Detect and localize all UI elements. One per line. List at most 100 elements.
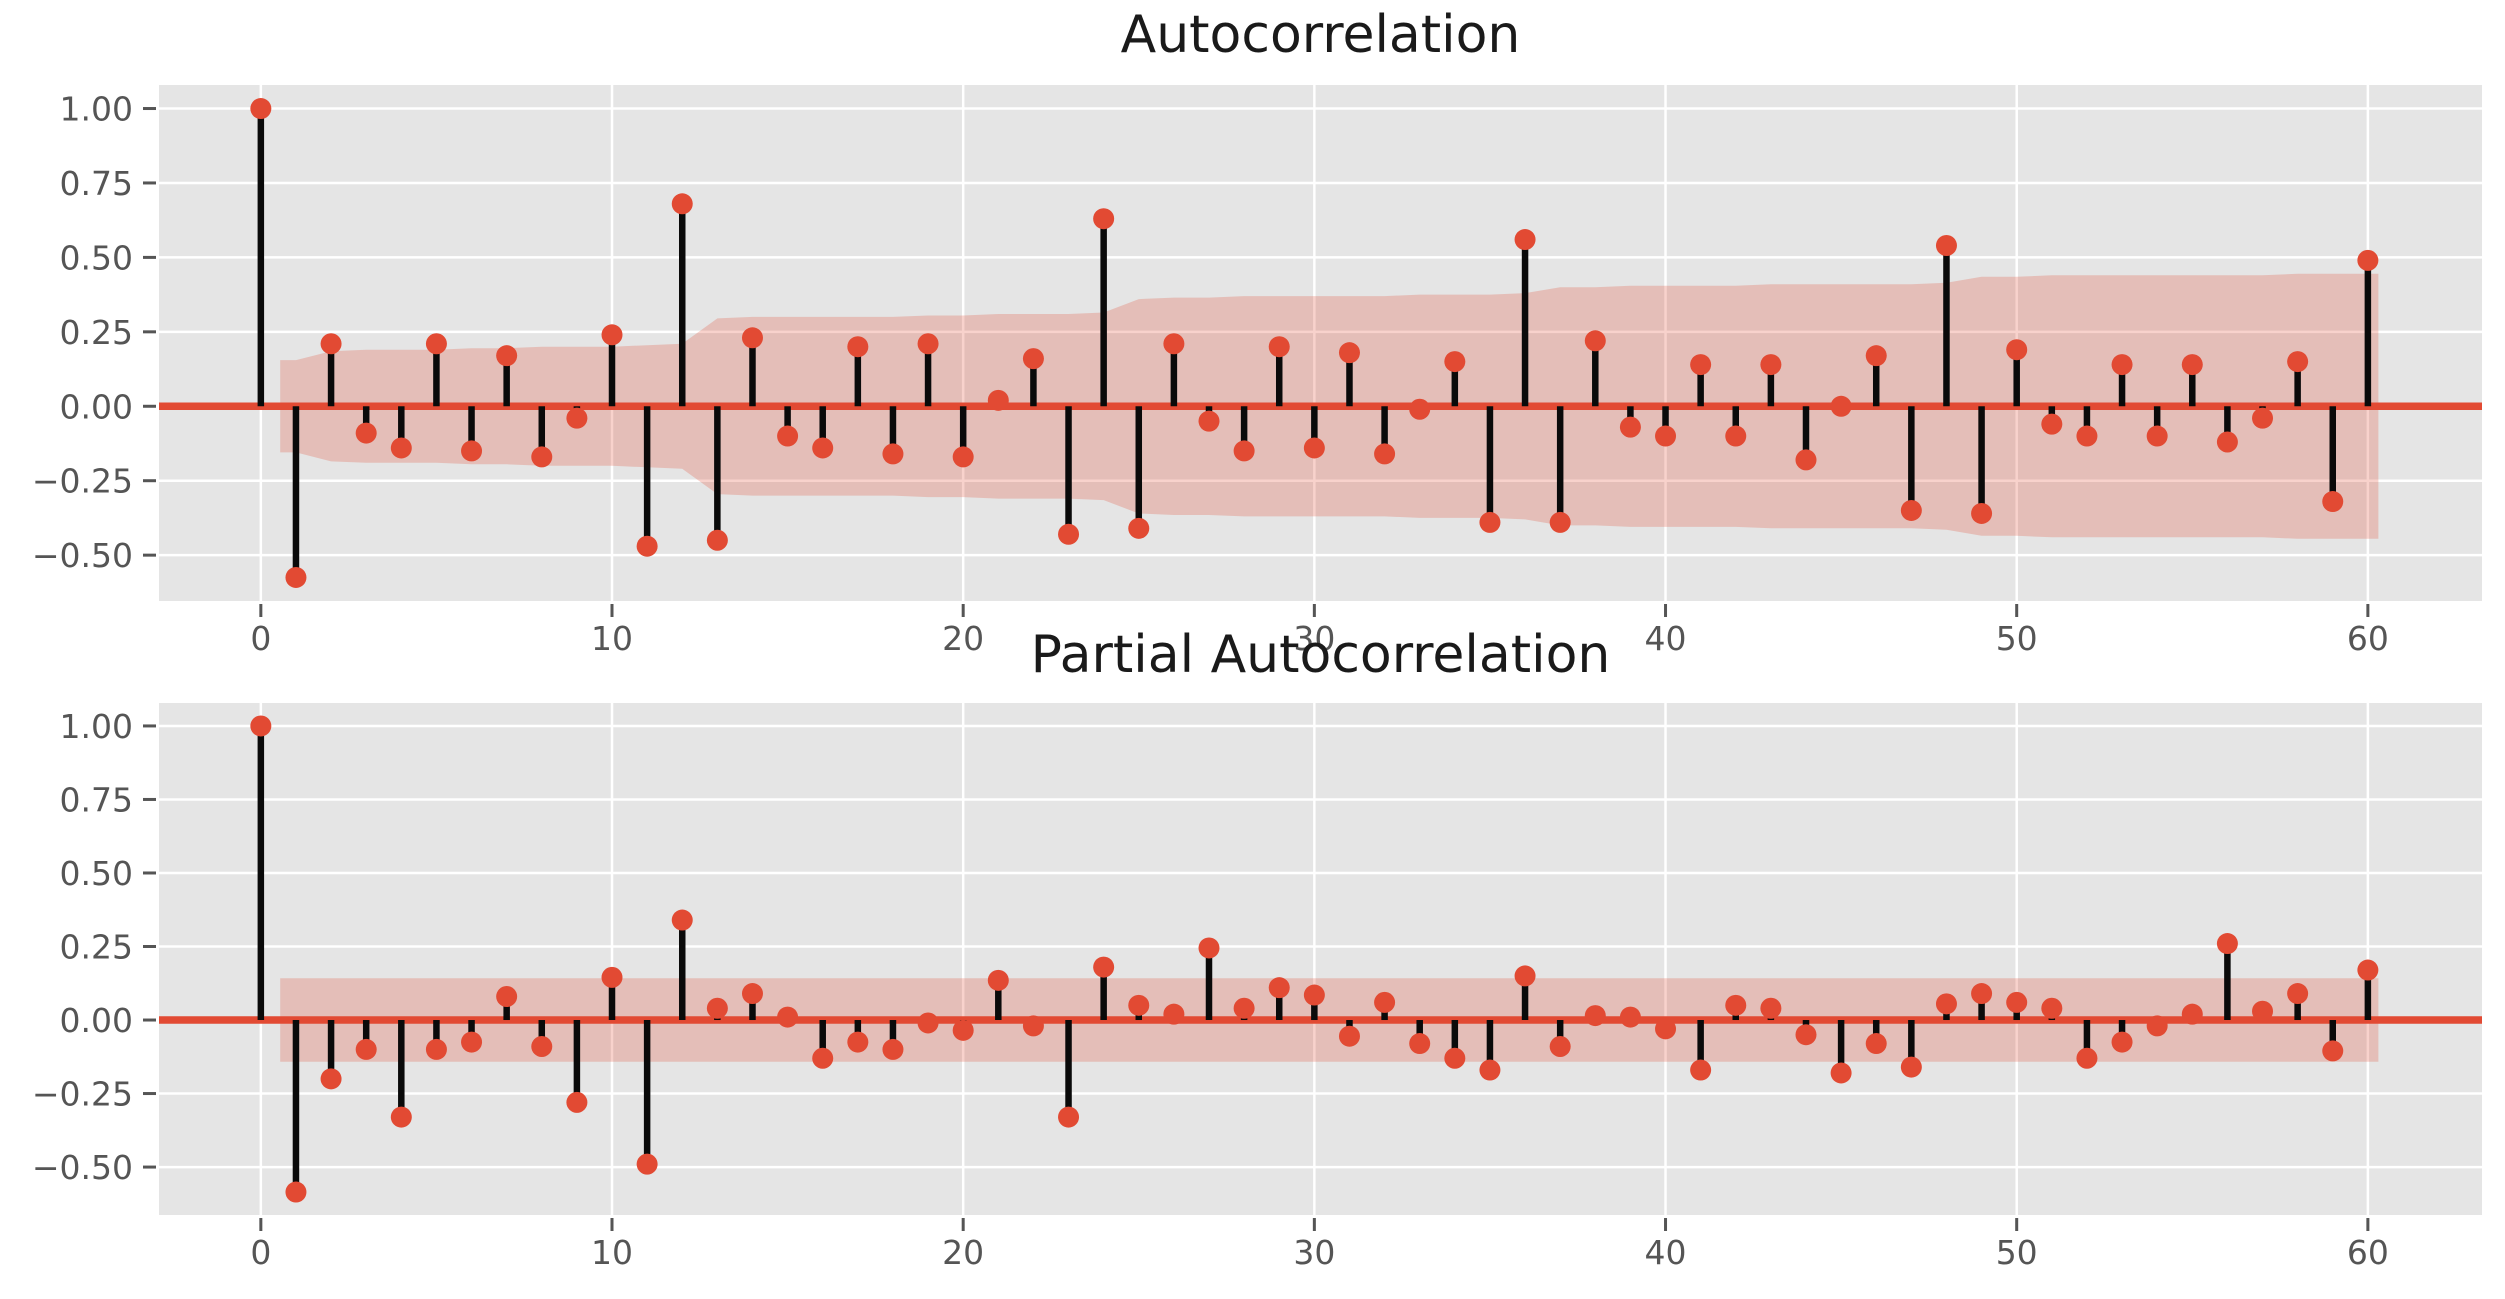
- x-tick-label: 60: [2347, 1233, 2389, 1272]
- x-tick-label: 50: [1996, 619, 2038, 658]
- marker-lag-21: [987, 389, 1009, 411]
- marker-lag-59: [2322, 491, 2344, 513]
- marker-lag-57: [2252, 407, 2274, 429]
- x-tick-label: 10: [591, 1233, 633, 1272]
- marker-lag-1: [285, 1181, 307, 1203]
- x-tick-label: 30: [1293, 1233, 1335, 1272]
- y-tick-label: 0.00: [60, 1001, 133, 1040]
- x-tick-label: 0: [250, 1233, 271, 1272]
- marker-lag-21: [987, 969, 1009, 991]
- marker-lag-43: [1760, 997, 1782, 1019]
- marker-lag-18: [882, 443, 904, 465]
- pacf-chart-title: Partial Autocorrelation: [1030, 625, 1611, 685]
- marker-lag-12: [671, 909, 693, 931]
- x-tick-label: 40: [1645, 619, 1687, 658]
- marker-lag-24: [1093, 208, 1115, 230]
- x-tick-label: 50: [1996, 1233, 2038, 1272]
- y-tick-label: 0.25: [60, 928, 133, 967]
- y-tick-label: 0.00: [60, 387, 133, 426]
- marker-lag-16: [812, 437, 834, 459]
- y-tick-label: −0.25: [32, 462, 133, 501]
- marker-lag-8: [531, 446, 553, 468]
- marker-lag-32: [1374, 991, 1396, 1013]
- marker-lag-46: [1865, 345, 1887, 367]
- marker-lag-40: [1655, 425, 1677, 447]
- marker-lag-17: [847, 336, 869, 358]
- marker-lag-38: [1584, 1005, 1606, 1027]
- y-tick-label: 0.50: [60, 238, 133, 277]
- marker-lag-18: [882, 1038, 904, 1060]
- marker-lag-31: [1338, 1025, 1360, 1047]
- marker-lag-36: [1514, 229, 1536, 251]
- marker-lag-20: [952, 446, 974, 468]
- marker-lag-52: [2076, 425, 2098, 447]
- marker-lag-47: [1900, 499, 1922, 521]
- marker-lag-53: [2111, 354, 2133, 376]
- y-tick-label: 0.75: [60, 780, 133, 819]
- y-tick-label: −0.50: [32, 536, 133, 575]
- marker-lag-29: [1268, 336, 1290, 358]
- marker-lag-28: [1233, 440, 1255, 462]
- marker-lag-49: [1971, 502, 1993, 524]
- marker-lag-11: [636, 1153, 658, 1175]
- marker-lag-22: [1022, 1015, 1044, 1037]
- marker-lag-34: [1444, 351, 1466, 373]
- marker-lag-23: [1058, 523, 1080, 545]
- marker-lag-44: [1795, 1024, 1817, 1046]
- marker-lag-14: [741, 983, 763, 1005]
- pacf-chart: 0 10 20 30 40 50 60 1.00 0.75 0.50 0.25 0.00 −0.25 −0…: [32, 703, 2482, 1272]
- marker-lag-10: [601, 324, 623, 346]
- marker-lag-35: [1479, 511, 1501, 533]
- marker-lag-60: [2357, 959, 2379, 981]
- marker-lag-3: [355, 422, 377, 444]
- marker-lag-39: [1619, 416, 1641, 438]
- marker-lag-22: [1022, 348, 1044, 370]
- x-tick-label: 40: [1645, 1233, 1687, 1272]
- marker-lag-41: [1690, 1059, 1712, 1081]
- marker-lag-20: [952, 1019, 974, 1041]
- marker-lag-26: [1163, 333, 1185, 355]
- marker-lag-15: [777, 1006, 799, 1028]
- marker-lag-19: [917, 1012, 939, 1034]
- x-tick-label: 20: [942, 619, 984, 658]
- marker-lag-15: [777, 425, 799, 447]
- marker-lag-48: [1935, 234, 1957, 256]
- marker-lag-51: [2041, 997, 2063, 1019]
- marker-lag-50: [2006, 991, 2028, 1013]
- marker-lag-45: [1830, 1062, 1852, 1084]
- marker-lag-5: [425, 1038, 447, 1060]
- y-tick-label: 0.25: [60, 313, 133, 352]
- acf-chart: 0 10 20 30 40 50 60 1.00 0.75 0.50 0.25 0.00 −0.25 −0…: [32, 85, 2482, 658]
- marker-lag-43: [1760, 354, 1782, 376]
- marker-lag-7: [496, 985, 518, 1007]
- marker-lag-59: [2322, 1040, 2344, 1062]
- marker-lag-40: [1655, 1018, 1677, 1040]
- marker-lag-7: [496, 345, 518, 367]
- x-tick-label: 10: [591, 619, 633, 658]
- y-tick-label: 1.00: [60, 90, 133, 129]
- marker-lag-56: [2216, 933, 2238, 955]
- marker-lag-60: [2357, 249, 2379, 271]
- marker-lag-42: [1725, 994, 1747, 1016]
- marker-lag-51: [2041, 413, 2063, 435]
- marker-lag-58: [2287, 351, 2309, 373]
- y-tick-label: −0.25: [32, 1075, 133, 1114]
- marker-lag-32: [1374, 443, 1396, 465]
- marker-lag-10: [601, 966, 623, 988]
- marker-lag-2: [320, 333, 342, 355]
- x-tick-label: 60: [2347, 619, 2389, 658]
- y-tick-label: 0.50: [60, 854, 133, 893]
- y-tick-label: 0.75: [60, 164, 133, 203]
- marker-lag-33: [1409, 1033, 1431, 1055]
- marker-lag-34: [1444, 1047, 1466, 1069]
- marker-lag-25: [1128, 517, 1150, 539]
- marker-lag-26: [1163, 1003, 1185, 1025]
- marker-lag-54: [2146, 425, 2168, 447]
- marker-lag-35: [1479, 1059, 1501, 1081]
- marker-lag-33: [1409, 398, 1431, 420]
- marker-lag-46: [1865, 1033, 1887, 1055]
- marker-lag-55: [2181, 1003, 2203, 1025]
- y-tick-label: −0.50: [32, 1148, 133, 1187]
- marker-lag-38: [1584, 330, 1606, 352]
